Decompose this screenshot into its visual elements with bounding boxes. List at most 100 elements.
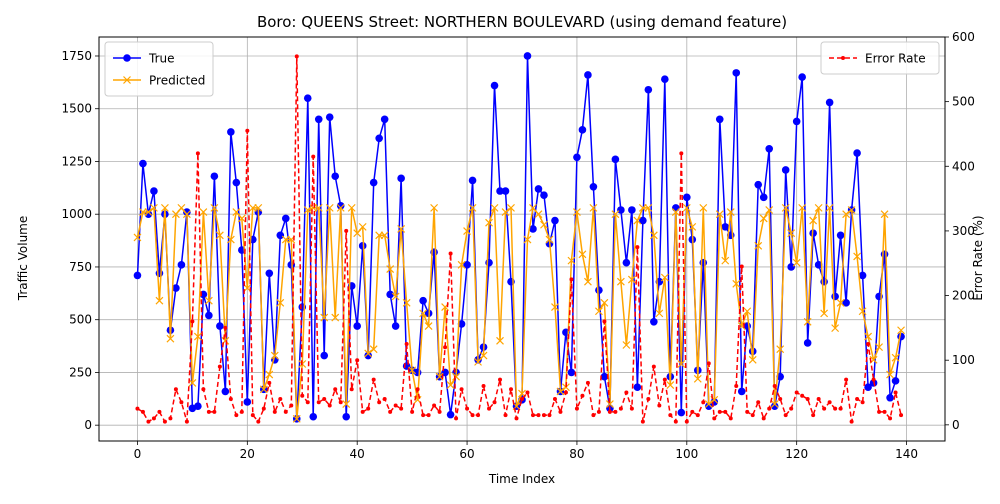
data-point	[871, 377, 876, 382]
y2-tick-label: 0	[952, 418, 960, 432]
data-point	[314, 115, 323, 124]
data-point	[485, 258, 493, 267]
data-point	[204, 296, 213, 305]
data-point	[232, 178, 241, 187]
data-point	[254, 203, 263, 212]
data-point	[443, 345, 448, 350]
data-point	[583, 277, 592, 286]
data-point	[660, 273, 669, 282]
data-point	[250, 413, 255, 418]
series-line	[137, 55, 902, 423]
data-point	[377, 400, 382, 405]
series-error-rate	[135, 54, 904, 424]
data-point	[228, 396, 233, 401]
x-tick-label: 40	[350, 447, 365, 461]
y-tick-label: 500	[69, 313, 92, 327]
data-point	[380, 115, 389, 124]
data-point	[399, 406, 404, 411]
data-point	[875, 343, 884, 352]
data-point	[404, 342, 409, 347]
data-point	[552, 396, 557, 401]
data-point	[281, 214, 290, 223]
y-tick-label: 1750	[61, 49, 92, 63]
data-point	[574, 406, 579, 411]
data-point	[893, 390, 898, 395]
data-point	[814, 261, 823, 269]
data-point	[827, 400, 832, 405]
data-point	[611, 155, 620, 164]
data-point	[388, 409, 393, 414]
data-point	[402, 298, 411, 307]
y-tick-label: 1500	[61, 102, 92, 116]
data-point	[695, 413, 700, 418]
data-point	[507, 203, 515, 212]
data-point	[882, 409, 887, 414]
legend-label: Predicted	[149, 74, 205, 88]
data-point	[789, 406, 794, 411]
data-point	[223, 325, 228, 330]
data-point	[305, 400, 310, 405]
data-point	[866, 342, 871, 347]
data-point	[501, 208, 510, 217]
data-point	[457, 260, 466, 269]
legend-marker	[123, 54, 131, 62]
series-line	[136, 207, 902, 420]
data-point	[728, 416, 733, 421]
data-point	[454, 416, 459, 421]
data-point	[183, 208, 191, 216]
data-point	[216, 322, 224, 330]
data-point	[278, 396, 283, 401]
data-point	[662, 377, 667, 382]
data-point	[759, 214, 768, 223]
data-point	[226, 235, 235, 244]
data-point	[743, 307, 752, 316]
data-point	[239, 409, 244, 414]
data-point	[397, 174, 405, 183]
data-point	[556, 387, 565, 396]
data-point	[426, 413, 431, 418]
data-point	[342, 400, 351, 409]
y2-tick-label: 600	[952, 30, 975, 44]
data-point	[594, 307, 603, 316]
data-point	[168, 416, 173, 421]
x-tick-label: 120	[785, 447, 808, 461]
data-point	[344, 228, 349, 233]
data-point	[366, 406, 371, 411]
data-point	[190, 319, 195, 324]
data-point	[754, 241, 763, 250]
data-point	[320, 351, 329, 360]
x-tick-label: 0	[134, 447, 142, 461]
data-point	[358, 242, 367, 250]
data-point	[765, 206, 774, 214]
data-point	[391, 322, 400, 330]
legend-right: Error Rate	[820, 41, 940, 75]
data-point	[331, 172, 340, 181]
data-point	[294, 54, 299, 59]
y2-tick-label: 100	[952, 353, 975, 367]
data-point	[446, 410, 455, 419]
data-point	[699, 258, 708, 267]
data-point	[611, 210, 620, 219]
data-point	[232, 208, 241, 217]
data-point	[347, 203, 356, 212]
data-point	[704, 400, 713, 409]
data-point	[369, 345, 378, 354]
data-point	[717, 409, 722, 414]
data-point	[761, 416, 766, 421]
data-point	[325, 203, 334, 212]
y-axis-label: Traffic Volume	[16, 216, 30, 302]
data-point	[809, 216, 818, 225]
data-point	[836, 298, 845, 307]
y2-axis-label: Error Rate (%)	[971, 215, 985, 300]
data-point	[525, 390, 530, 395]
data-point	[649, 231, 658, 240]
data-point	[756, 400, 761, 405]
data-point	[814, 203, 823, 212]
legend-marker	[841, 56, 845, 60]
data-point	[646, 396, 651, 401]
data-point	[816, 396, 821, 401]
data-point	[880, 210, 889, 219]
data-point	[540, 220, 548, 229]
data-point	[364, 351, 372, 360]
data-point	[864, 332, 873, 341]
